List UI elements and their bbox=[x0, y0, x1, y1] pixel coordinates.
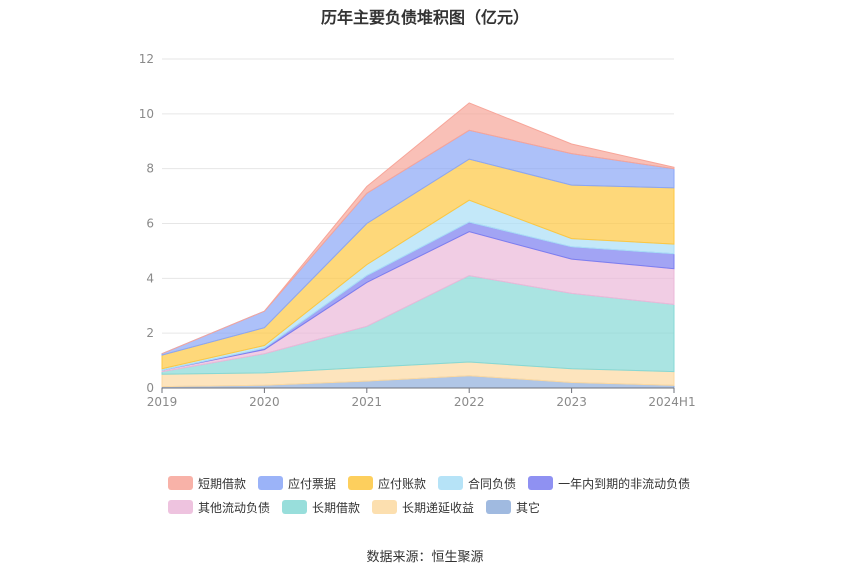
legend-swatch bbox=[168, 476, 193, 490]
y-tick-label: 8 bbox=[146, 162, 154, 176]
legend-item[interactable]: 应付账款 bbox=[348, 475, 426, 492]
legend-swatch bbox=[486, 500, 512, 514]
legend-label: 长期借款 bbox=[312, 500, 361, 515]
y-tick-label: 10 bbox=[139, 107, 154, 121]
legend-swatch bbox=[348, 476, 374, 490]
legend-swatch bbox=[528, 476, 554, 490]
legend-item[interactable]: 合同负债 bbox=[438, 475, 516, 492]
legend-item[interactable]: 短期借款 bbox=[168, 475, 246, 492]
x-tick-label: 2020 bbox=[249, 395, 280, 409]
y-tick-label: 6 bbox=[146, 217, 154, 231]
legend-item[interactable]: 一年内到期的非流动负债 bbox=[528, 475, 690, 492]
y-tick-label: 4 bbox=[146, 271, 154, 285]
legend-item[interactable]: 应付票据 bbox=[258, 475, 336, 492]
legend-label: 合同负债 bbox=[468, 476, 517, 491]
area-series bbox=[161, 102, 675, 389]
legend-label: 长期递延收益 bbox=[402, 500, 475, 515]
x-tick-label: 2019 bbox=[147, 395, 178, 409]
data-source-note: 数据来源：恒生聚源 bbox=[366, 550, 484, 565]
legend-label: 其它 bbox=[516, 500, 541, 515]
legend-swatch bbox=[438, 476, 464, 490]
legend-swatch bbox=[282, 500, 308, 514]
legend-swatch bbox=[258, 476, 284, 490]
legend-swatch bbox=[168, 500, 193, 514]
x-tick-label: 2024H1 bbox=[648, 395, 695, 409]
x-tick-label: 2023 bbox=[556, 395, 587, 409]
legend-item[interactable]: 长期借款 bbox=[282, 499, 360, 516]
chart-title: 历年主要负债堆积图（亿元） bbox=[320, 8, 529, 27]
legend-swatch bbox=[372, 500, 398, 514]
legend-label: 短期借款 bbox=[198, 476, 247, 491]
legend-label: 应付票据 bbox=[288, 476, 337, 491]
legend: 短期借款 应付票据 应付账款 合同负债 一年内到期的非流动负债其他流动负债 长期借款 长期递… bbox=[168, 471, 728, 519]
x-tick-label: 2021 bbox=[352, 395, 383, 409]
legend-row: 其他流动负债 长期借款 长期递延收益 其它 bbox=[168, 495, 728, 519]
y-tick-label: 12 bbox=[139, 52, 154, 66]
area-series-短期借款[interactable] bbox=[161, 102, 675, 355]
legend-item[interactable]: 长期递延收益 bbox=[372, 499, 474, 516]
y-tick-label: 2 bbox=[146, 326, 154, 340]
legend-item[interactable]: 其它 bbox=[486, 499, 540, 516]
y-tick-label: 0 bbox=[146, 381, 154, 395]
legend-label: 其他流动负债 bbox=[198, 500, 271, 515]
axes: 0 2 4 6 8 10 12 2019 2020 2021 2022 2023 2024H1 bbox=[139, 52, 696, 409]
x-tick-label: 2022 bbox=[454, 395, 485, 409]
legend-label: 应付账款 bbox=[378, 476, 427, 491]
legend-item[interactable]: 其他流动负债 bbox=[168, 499, 270, 516]
legend-row: 短期借款 应付票据 应付账款 合同负债 一年内到期的非流动负债 bbox=[168, 471, 728, 495]
legend-label: 一年内到期的非流动负债 bbox=[558, 476, 691, 491]
